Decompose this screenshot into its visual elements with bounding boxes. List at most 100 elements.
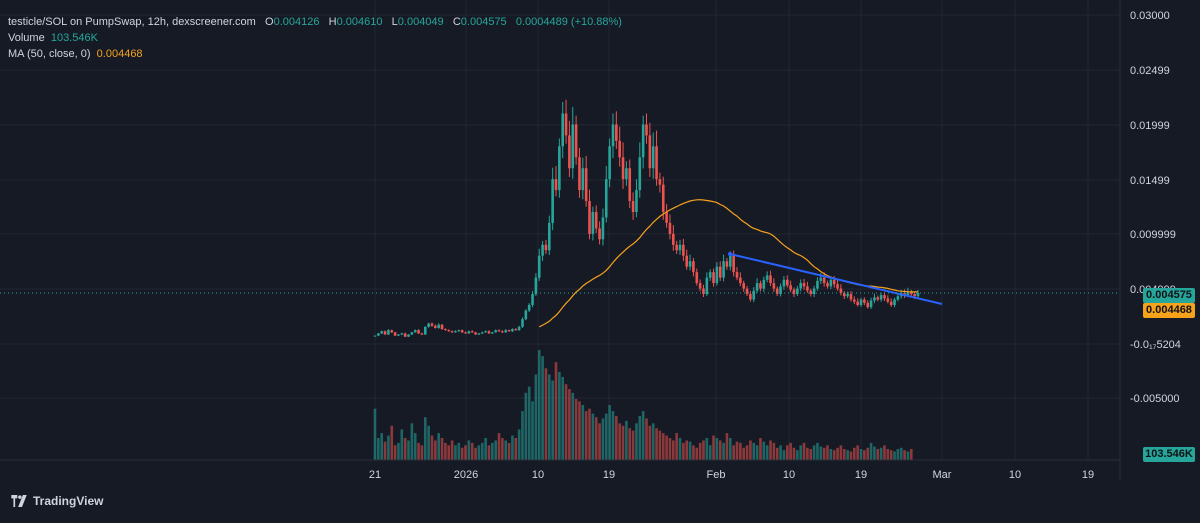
- volume-bar: [725, 433, 729, 460]
- candle-body: [413, 330, 417, 333]
- volume-bar: [749, 440, 752, 460]
- candle-body: [718, 266, 722, 278]
- candle-body: [400, 333, 404, 335]
- x-tick-label: 10: [532, 469, 544, 481]
- volume-bar: [464, 445, 467, 460]
- volume-bar: [598, 423, 601, 460]
- volume-bar: [568, 389, 571, 460]
- candle-body: [571, 124, 575, 169]
- candle-body: [497, 330, 501, 332]
- candle-body: [584, 168, 588, 202]
- volume-bar: [836, 447, 839, 460]
- volume-bar: [450, 440, 454, 460]
- candle-body: [447, 330, 451, 332]
- volume-bar: [635, 423, 638, 460]
- candle-body: [896, 296, 900, 300]
- volume-bar: [712, 435, 715, 460]
- candle-body: [775, 288, 779, 295]
- volume-bar: [618, 423, 621, 460]
- volume-bar: [658, 430, 662, 460]
- volume-bar: [849, 451, 853, 460]
- trendline-handle-start[interactable]: [728, 252, 732, 256]
- volume-bar: [866, 447, 870, 460]
- volume-bar: [886, 449, 890, 460]
- symbol-title[interactable]: testicle/SOL on PumpSwap, 12h, dexscreen…: [8, 16, 256, 28]
- volume-bar: [631, 430, 635, 460]
- volume-bar: [826, 445, 829, 460]
- volume-bar: [715, 438, 719, 460]
- volume-bar: [474, 447, 477, 460]
- volume-row: Volume 103.546K: [8, 30, 622, 46]
- candle-body: [554, 179, 558, 191]
- volume-bar: [460, 447, 464, 460]
- candle-body: [377, 333, 380, 336]
- tradingview-brand[interactable]: TradingView: [10, 494, 103, 508]
- volume-bar: [437, 433, 440, 460]
- trendline[interactable]: [729, 253, 943, 305]
- volume-bar: [762, 441, 766, 460]
- candle-body: [812, 288, 816, 295]
- volume-bar: [534, 374, 538, 460]
- volume-bar: [554, 362, 558, 460]
- volume-bar: [678, 438, 682, 460]
- candle-body: [407, 334, 410, 337]
- volume-bar: [427, 425, 430, 460]
- volume-bar: [417, 442, 420, 460]
- volume-bar: [775, 447, 779, 460]
- ma-label[interactable]: MA (50, close, 0): [8, 48, 91, 60]
- high-value: 0.004610: [336, 16, 383, 28]
- candle-body: [846, 294, 849, 297]
- candle-body: [866, 302, 870, 308]
- candle-body: [601, 217, 605, 240]
- candle-body: [460, 330, 464, 333]
- volume-bar: [457, 442, 461, 460]
- candle-body: [564, 113, 568, 136]
- volume-label[interactable]: Volume: [8, 32, 45, 44]
- open-value: 0.004126: [273, 16, 320, 28]
- volume-bar: [896, 449, 900, 460]
- volume-bar: [799, 445, 802, 460]
- price-axis[interactable]: [1120, 0, 1200, 460]
- candle-body: [514, 329, 518, 331]
- last-price-badge: 0.004575: [1143, 288, 1195, 303]
- candle-body: [906, 291, 910, 296]
- volume-bar: [544, 368, 548, 460]
- candle-body: [661, 184, 665, 212]
- volume-bar: [594, 417, 598, 460]
- candle-body: [752, 290, 756, 300]
- volume-bar: [759, 438, 762, 460]
- volume-bar: [531, 401, 534, 460]
- chart-legend: testicle/SOL on PumpSwap, 12h, dexscreen…: [8, 14, 622, 62]
- candle-body: [423, 326, 427, 335]
- volume-bar: [792, 447, 796, 460]
- volume-bar: [863, 450, 866, 460]
- candle-body: [806, 286, 809, 291]
- candle-body: [594, 211, 598, 229]
- volume-bar: [672, 440, 675, 460]
- candle-body: [739, 277, 742, 284]
- volume-bar: [494, 440, 497, 460]
- x-tick-label: Feb: [707, 469, 726, 481]
- volume-bar: [390, 425, 394, 460]
- volume-bar: [705, 438, 709, 460]
- candle-body: [705, 277, 709, 295]
- candle-body: [832, 279, 836, 285]
- candle-body: [695, 272, 699, 284]
- volume-bar: [772, 442, 776, 460]
- candle-body: [568, 135, 571, 169]
- volume-bar: [511, 435, 514, 460]
- volume-bar: [507, 442, 511, 460]
- candle-body: [387, 330, 390, 335]
- candle-body: [893, 299, 896, 305]
- volume-bar: [889, 450, 893, 460]
- volume-bar: [551, 380, 554, 460]
- volume-bar: [668, 438, 672, 460]
- candle-body: [702, 288, 705, 295]
- x-tick-label: 2026: [454, 469, 478, 481]
- candle-body: [651, 146, 655, 169]
- candle-body: [507, 330, 511, 332]
- volume-bar: [604, 413, 608, 460]
- volume-bar: [695, 447, 699, 460]
